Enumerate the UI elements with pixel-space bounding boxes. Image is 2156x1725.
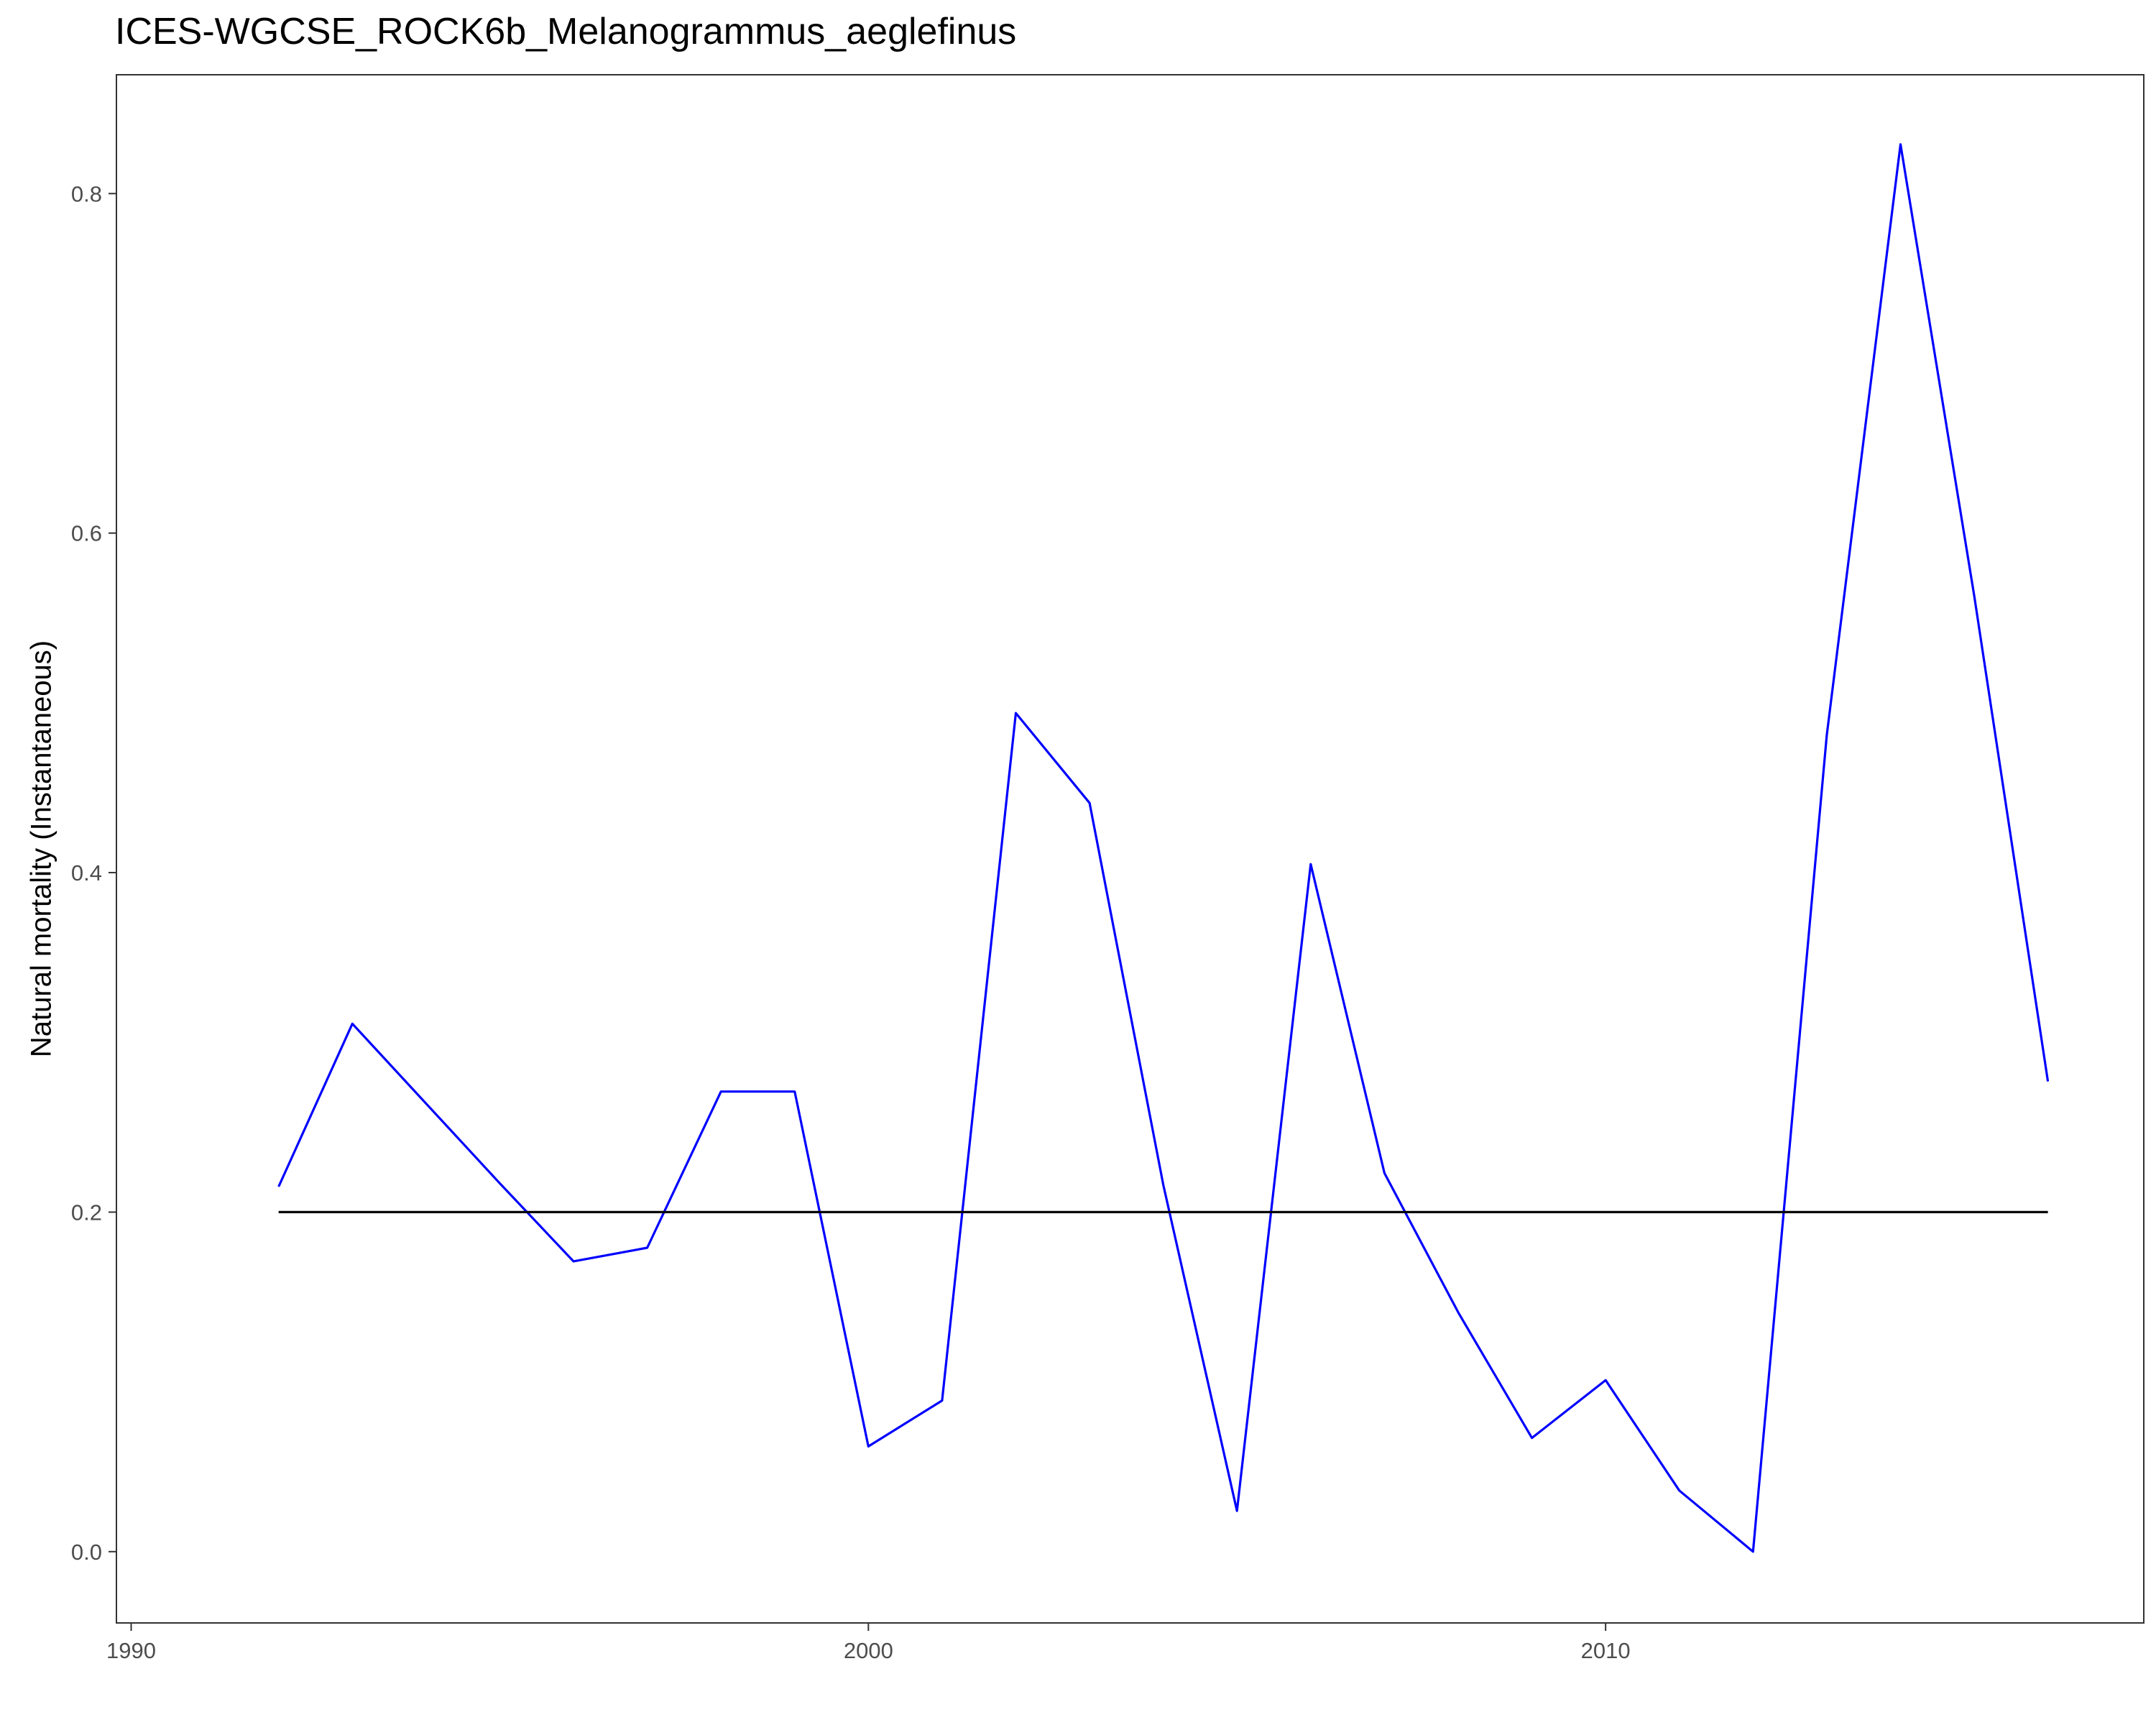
- chart-title: ICES-WGCSE_ROCK6b_Melanogrammus_aeglefin…: [115, 11, 1017, 52]
- y-axis: 0.0 0.2 0.4 0.6 0.8: [71, 181, 116, 1565]
- y-tick-label: 0.0: [71, 1540, 102, 1565]
- y-tick-label: 0.6: [71, 521, 102, 546]
- x-tick-label: 2010: [1581, 1638, 1631, 1663]
- y-tick-label: 0.8: [71, 181, 102, 206]
- y-tick-label: 0.4: [71, 860, 102, 886]
- y-axis-title: Natural mortality (Instantaneous): [26, 640, 57, 1057]
- series-layer: [277, 143, 2050, 1553]
- x-tick-label: 1990: [106, 1638, 156, 1663]
- series-line-natural-mortality: [277, 143, 2050, 1553]
- y-tick-label: 0.2: [71, 1200, 102, 1225]
- plot-panel-border: [116, 74, 2145, 1624]
- x-tick-label: 2000: [844, 1638, 893, 1663]
- x-axis: 1990 2000 2010: [106, 1623, 1631, 1663]
